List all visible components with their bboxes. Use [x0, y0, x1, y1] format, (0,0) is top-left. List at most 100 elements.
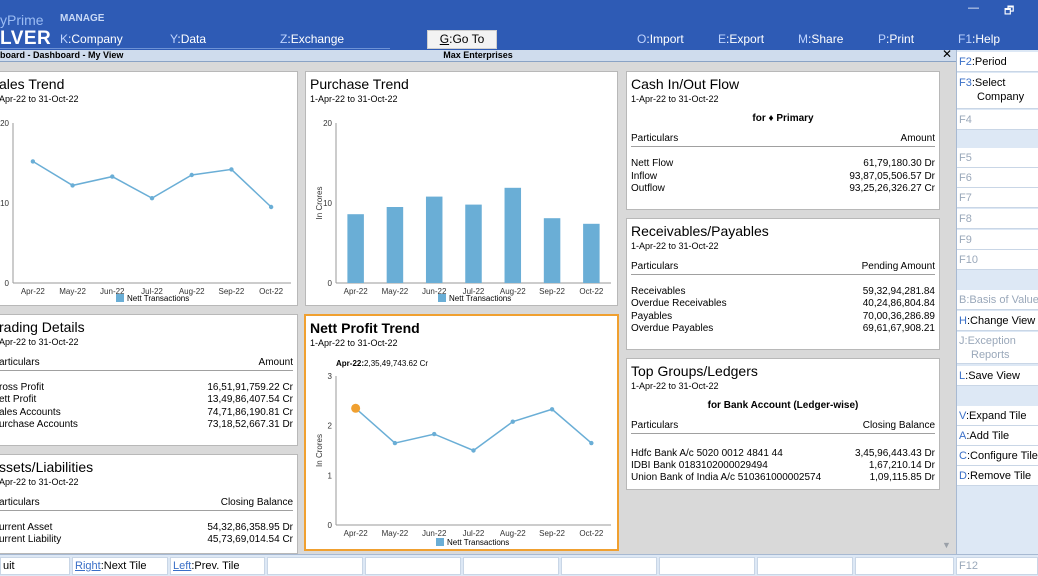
y-tick-label: 0	[328, 279, 333, 288]
x-tick-label: Apr-22	[344, 529, 369, 538]
bottom-empty-slot	[267, 557, 363, 575]
manage-label: MANAGE	[60, 13, 105, 24]
table-row[interactable]: Union Bank of India A/c 510361000002574 1…	[631, 472, 935, 483]
table-row[interactable]: Overdue Payables 69,61,67,908.21	[631, 323, 935, 334]
data-point	[510, 419, 515, 424]
legend-swatch	[116, 294, 124, 302]
sidebar-item-expand-tile[interactable]: V:Expand Tile	[957, 406, 1038, 426]
menu-print[interactable]: P:Print	[878, 32, 915, 46]
x-tick-label: May-22	[382, 287, 409, 296]
tile-period: Apr-22 to 31-Oct-22	[0, 477, 79, 487]
tile-assets-liabilities[interactable]: ssets/Liabilities Apr-22 to 31-Oct-22 ar…	[0, 454, 298, 554]
chart-legend: Nett Transactions	[438, 294, 511, 303]
table-header: articulars Closing Balance	[0, 497, 293, 511]
table-row[interactable]: urrent Asset 54,32,86,358.95 Dr	[0, 522, 293, 533]
table-row[interactable]: ross Profit 16,51,91,759.22 Cr	[0, 382, 293, 393]
restore-icon[interactable]: 🗗	[1004, 5, 1015, 17]
next-tile-button[interactable]: Right:Next Tile	[72, 557, 168, 575]
tile-receivables-payables[interactable]: Receivables/Payables 1-Apr-22 to 31-Oct-…	[626, 218, 940, 350]
table-row[interactable]: urchase Accounts 73,18,52,667.31 Dr	[0, 419, 293, 430]
sidebar-item-basis-of-values: B:Basis of Values	[957, 290, 1038, 310]
brand-subtitle: yPrime	[0, 12, 44, 28]
sidebar-item-remove-tile[interactable]: D:Remove Tile	[957, 466, 1038, 486]
menu-import[interactable]: O:Import	[637, 32, 684, 46]
table-row[interactable]: Overdue Receivables 40,24,86,804.84	[631, 298, 935, 309]
bottom-empty-slot	[365, 557, 461, 575]
tile-period: 1-Apr-22 to 31-Oct-22	[310, 94, 398, 104]
sidebar-item-f9: F9	[957, 230, 1038, 250]
table-row[interactable]: ett Profit 13,49,86,407.54 Cr	[0, 394, 293, 405]
menu-export[interactable]: E:Export	[718, 32, 765, 46]
menu-exchange[interactable]: Z:Exchange	[280, 32, 345, 46]
x-tick-label: Jul-22	[141, 287, 163, 296]
bottom-empty-slot	[463, 557, 559, 575]
menu-share[interactable]: M:Share	[798, 32, 844, 46]
bottom-empty-slot	[561, 557, 657, 575]
minimize-icon[interactable]: —	[968, 2, 979, 14]
sidebar-item-exception-reports: J:Exception Reports	[957, 332, 1038, 364]
y-tick-label: 10	[0, 199, 9, 208]
quit-button[interactable]: uit	[0, 557, 70, 575]
tile-trading-details[interactable]: rading Details Apr-22 to 31-Oct-22 artic…	[0, 314, 298, 446]
data-point	[70, 183, 75, 188]
close-icon[interactable]: ✕	[941, 47, 952, 61]
tile-nett-profit-trend[interactable]: Nett Profit Trend 1-Apr-22 to 31-Oct-22 …	[304, 314, 619, 551]
scroll-down-icon[interactable]: ▼	[942, 540, 951, 550]
table-row[interactable]: Outflow 93,25,26,326.27 Cr	[631, 183, 935, 194]
bar	[347, 214, 364, 283]
table-row[interactable]: ales Accounts 74,71,86,190.81 Cr	[0, 407, 293, 418]
prev-tile-button[interactable]: Left:Prev. Tile	[170, 557, 265, 575]
table-row[interactable]: Payables 70,00,36,286.89	[631, 311, 935, 322]
x-tick-label: May-22	[382, 529, 409, 538]
top-divider	[0, 48, 390, 49]
y-tick-label: 10	[323, 199, 332, 208]
breadcrumb: board - Dashboard - My View	[0, 50, 124, 60]
sidebar-item-change-view[interactable]: H:Change View	[957, 311, 1038, 331]
table-row[interactable]: IDBI Bank 0183102000029494 1,67,210.14 Dr	[631, 460, 935, 471]
sidebar-item-select-company[interactable]: F3:Select Company	[957, 73, 1038, 109]
data-point	[30, 159, 36, 164]
table-row[interactable]: Hdfc Bank A/c 5020 0012 4841 44 3,45,96,4…	[631, 448, 935, 459]
sidebar-item-f10: F10	[957, 250, 1038, 270]
y-tick-label: 0	[5, 279, 10, 288]
x-tick-label: Jul-22	[463, 529, 485, 538]
menu-help[interactable]: F1:Help	[958, 32, 1001, 46]
tile-purchase-trend[interactable]: Purchase Trend 1-Apr-22 to 31-Oct-22 0 10…	[305, 71, 618, 306]
tile-title: Receivables/Payables	[631, 223, 769, 239]
sidebar-item-f8: F8	[957, 209, 1038, 229]
table-row[interactable]: Receivables 59,32,94,281.84	[631, 286, 935, 297]
data-point	[432, 431, 437, 437]
y-tick-label: 0	[328, 521, 333, 530]
tile-cash-flow[interactable]: Cash In/Out Flow 1-Apr-22 to 31-Oct-22 f…	[626, 71, 940, 210]
sidebar-item-add-tile[interactable]: A:Add Tile	[957, 426, 1038, 446]
data-point	[471, 448, 476, 453]
tile-title: Purchase Trend	[310, 76, 409, 92]
menu-company[interactable]: K:Company	[60, 32, 123, 46]
y-tick-label: 20	[0, 119, 9, 128]
sidebar-item-configure-tile[interactable]: C:Configure Tile	[957, 446, 1038, 466]
menu-data[interactable]: Y:Data	[170, 32, 207, 46]
button-panel: F2:Period F3:Select Company F4 F5 F6 F7 F…	[956, 50, 1038, 554]
table-row[interactable]: urrent Liability 45,73,69,014.54 Cr	[0, 534, 293, 545]
bar	[583, 223, 600, 283]
tile-top-groups-ledgers[interactable]: Top Groups/Ledgers 1-Apr-22 to 31-Oct-22…	[626, 358, 940, 490]
chart-legend: Nett Transactions	[116, 294, 189, 303]
bottom-bar: uit Right:Next Tile Left:Prev. Tile F12	[0, 554, 1038, 576]
top-bar: yPrime LVER MANAGE K:Company Y:Data Z:Ex…	[0, 0, 1038, 50]
x-tick-label: Aug-22	[179, 287, 205, 296]
bar	[504, 187, 522, 283]
company-name: Max Enterprises	[443, 50, 513, 60]
table-row[interactable]: Inflow 93,87,05,506.57 Dr	[631, 171, 935, 182]
table-row[interactable]: Nett Flow 61,79,180.30 Dr	[631, 158, 935, 169]
bottom-empty-slot	[659, 557, 755, 575]
goto-button[interactable]: G:Go To	[427, 30, 497, 49]
tile-sales-trend[interactable]: ales Trend Apr-22 to 31-Oct-22 0 10 20 Apr-…	[0, 71, 298, 306]
data-point	[149, 196, 155, 201]
sidebar-item-save-view[interactable]: L:Save View	[957, 366, 1038, 386]
data-point	[589, 440, 594, 446]
data-point	[189, 172, 194, 178]
sidebar-item-period[interactable]: F2:Period	[957, 52, 1038, 72]
table-header: Particulars Pending Amount	[631, 261, 935, 275]
x-tick-label: Oct-22	[259, 287, 284, 296]
bar	[543, 218, 561, 283]
